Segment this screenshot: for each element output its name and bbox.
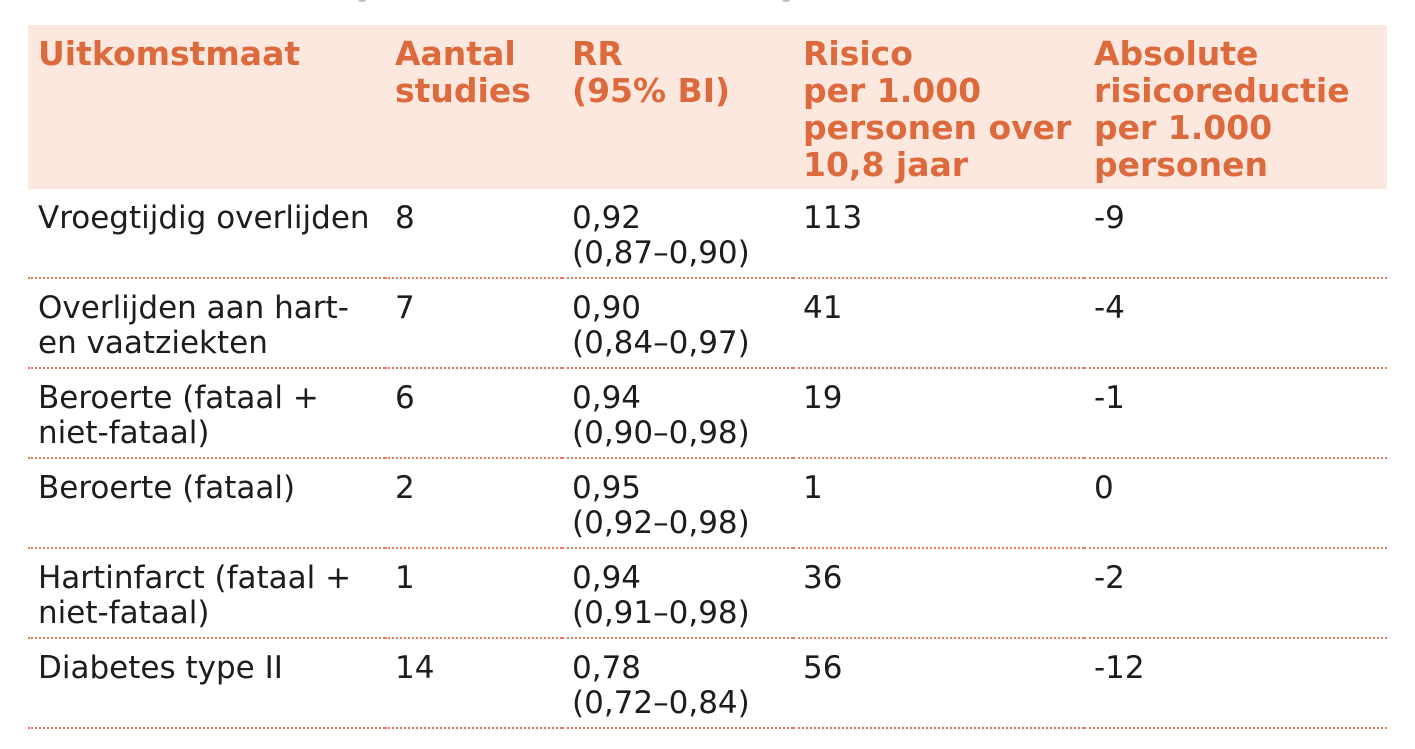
cell-studies: 6 [385,368,562,459]
cell-outcome: Diabetes type II [28,638,385,729]
cell-arr: -12 [1084,638,1387,729]
cell-arr: 0 [1084,458,1387,549]
header-relative-risk: RR (95% BI) [562,25,793,189]
header-line: personen [1094,145,1268,184]
rr-confidence-interval: (0,90–0,98) [572,415,750,451]
rr-value: 0,94 [572,380,642,416]
table-row: Hartinfarct (fataal + niet-fataal) 1 0,9… [28,548,1387,639]
cell-outcome: Vroegtijdig overlijden [28,189,385,279]
outcome-line: niet-fataal) [38,595,210,631]
outcome-line: Hartinfarct (fataal + [38,560,352,596]
cropped-glyph [782,0,790,2]
header-line: per 1.000 [803,71,982,110]
cropped-text-strip [0,0,1415,10]
cropped-glyph [358,0,366,2]
rr-value: 0,90 [572,290,642,326]
header-line: Aantal [395,34,516,73]
table-row: Overlijden aan hart- en vaatziekten 7 0,… [28,278,1387,369]
header-study-count: Aantal studies [385,25,562,189]
cell-risk: 19 [793,368,1084,459]
rr-confidence-interval: (0,92–0,98) [572,505,750,541]
rr-confidence-interval: (0,84–0,97) [572,325,750,361]
cell-risk: 41 [793,278,1084,369]
outcome-line: Beroerte (fataal + [38,380,319,416]
cell-rr: 0,94 (0,90–0,98) [562,368,793,459]
cell-risk: 56 [793,638,1084,729]
cell-arr: -9 [1084,189,1387,279]
header-line: 10,8 jaar [803,145,969,184]
header-line: risicoreductie [1094,71,1350,110]
outcome-line: en vaatziekten [38,325,268,361]
cell-rr: 0,94 (0,91–0,98) [562,548,793,639]
header-line: personen over [803,108,1072,147]
cell-studies: 14 [385,638,562,729]
cell-studies: 8 [385,189,562,279]
header-line: per 1.000 [1094,108,1273,147]
table-row: Diabetes type II 14 0,78 (0,72–0,84) 56 … [28,638,1387,729]
cell-studies: 1 [385,548,562,639]
header-line: RR [572,34,623,73]
cell-outcome: Overlijden aan hart- en vaatziekten [28,278,385,369]
cell-rr: 0,78 (0,72–0,84) [562,638,793,729]
cell-rr: 0,90 (0,84–0,97) [562,278,793,369]
rr-confidence-interval: (0,72–0,84) [572,685,750,721]
table-row: Beroerte (fataal + niet-fataal) 6 0,94 (… [28,368,1387,459]
rr-value: 0,92 [572,200,642,236]
cell-risk: 1 [793,458,1084,549]
outcome-line: Overlijden aan hart- [38,290,349,326]
rr-confidence-interval: (0,91–0,98) [572,595,750,631]
cell-arr: -4 [1084,278,1387,369]
header-line: studies [395,71,531,110]
cell-risk: 113 [793,189,1084,279]
rr-value: 0,78 [572,650,642,686]
header-risk: Risico per 1.000 personen over 10,8 jaar [793,25,1084,189]
outcome-line: Beroerte (fataal) [38,470,296,506]
cell-studies: 7 [385,278,562,369]
header-line: Uitkomstmaat [38,34,301,73]
header-line: Risico [803,34,913,73]
header-outcome: Uitkomstmaat [28,25,385,189]
header-line: (95% BI) [572,71,731,110]
cell-rr: 0,92 (0,87–0,90) [562,189,793,279]
header-line: Absolute [1094,34,1259,73]
cell-arr: -2 [1084,548,1387,639]
table-row: Beroerte (fataal) 2 0,95 (0,92–0,98) 1 0 [28,458,1387,549]
rr-confidence-interval: (0,87–0,90) [572,235,750,271]
cell-outcome: Hartinfarct (fataal + niet-fataal) [28,548,385,639]
cell-studies: 2 [385,458,562,549]
table-header-row: Uitkomstmaat Aantal studies RR (95% BI) … [28,25,1387,189]
outcomes-table: Uitkomstmaat Aantal studies RR (95% BI) … [28,25,1387,729]
header-absolute-risk-reduction: Absolute risicoreductie per 1.000 person… [1084,25,1387,189]
table-row: Vroegtijdig overlijden 8 0,92 (0,87–0,90… [28,189,1387,279]
outcome-line: Diabetes type II [38,650,283,686]
cell-outcome: Beroerte (fataal + niet-fataal) [28,368,385,459]
rr-value: 0,94 [572,560,642,596]
outcome-line: Vroegtijdig overlijden [38,200,370,236]
cell-outcome: Beroerte (fataal) [28,458,385,549]
cell-rr: 0,95 (0,92–0,98) [562,458,793,549]
outcome-line: niet-fataal) [38,415,210,451]
rr-value: 0,95 [572,470,642,506]
cell-risk: 36 [793,548,1084,639]
cell-arr: -1 [1084,368,1387,459]
